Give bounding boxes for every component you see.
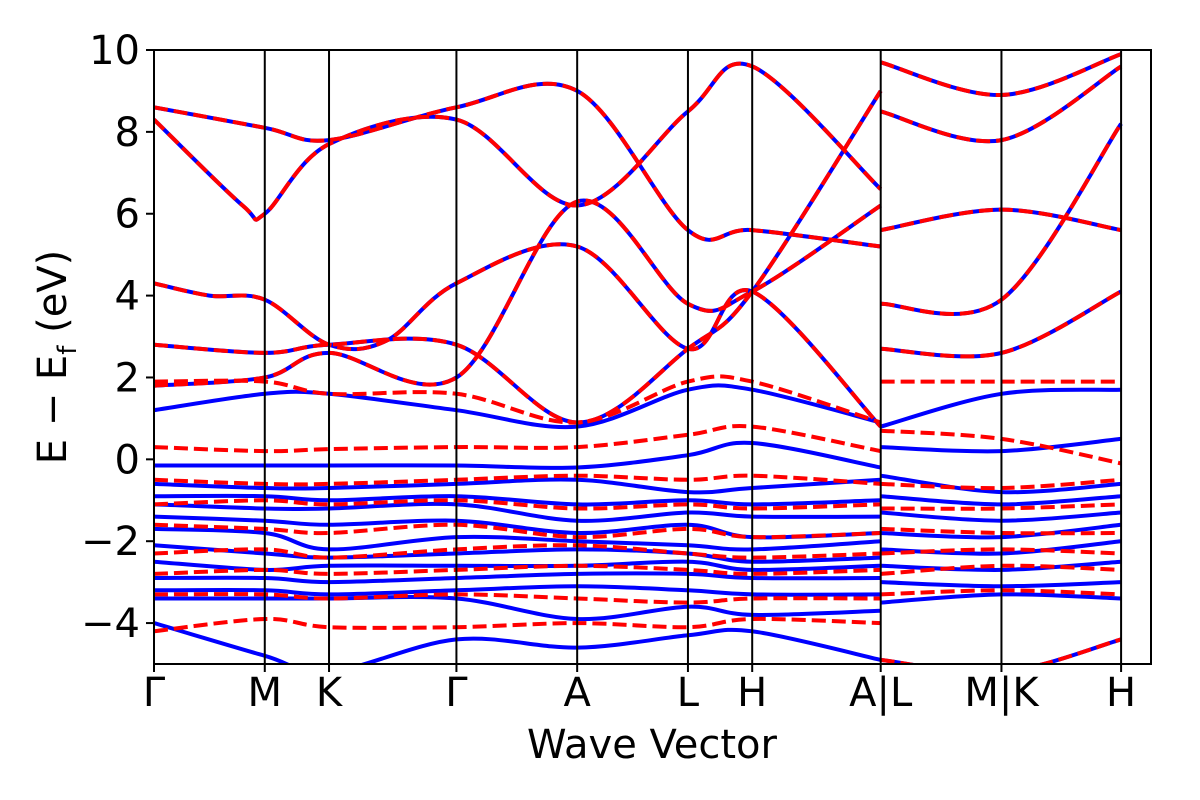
solid-band-2 bbox=[154, 477, 881, 495]
y-tick-label: 10 bbox=[89, 28, 140, 74]
x-axis: Γ M K Γ A L H A|L M|K H bbox=[143, 664, 1136, 716]
solid-band-4 bbox=[154, 501, 881, 523]
solid-band-28 bbox=[880, 637, 1122, 664]
plot-frame bbox=[153, 49, 1152, 665]
x-tick-label: M|K bbox=[964, 670, 1040, 716]
y-tick-label: 0 bbox=[115, 437, 140, 483]
dashed-band-7 bbox=[154, 592, 881, 605]
dashed-band-24 bbox=[880, 122, 1123, 316]
y-tick-label: 2 bbox=[115, 355, 140, 401]
x-axis-label: Wave Vector bbox=[527, 722, 778, 768]
solid-band-9 bbox=[154, 571, 881, 585]
y-tick-label: 6 bbox=[115, 192, 140, 238]
dashed-band-9 bbox=[154, 242, 883, 428]
dashed-band-8 bbox=[154, 616, 881, 634]
solid-band-14 bbox=[154, 89, 883, 425]
solid-band-12 bbox=[154, 621, 882, 664]
dashed-band-12 bbox=[154, 81, 881, 249]
y-axis-label-subscript: f bbox=[53, 345, 83, 355]
solid-band-17 bbox=[154, 198, 882, 388]
dashed-band-6 bbox=[154, 563, 881, 576]
x-tick-label: Γ bbox=[143, 670, 166, 716]
x-tick-label: L bbox=[677, 670, 700, 716]
dashed-band-13 bbox=[154, 198, 882, 388]
solid-band-11 bbox=[154, 594, 881, 622]
dashed-band-10 bbox=[154, 89, 883, 425]
dashed-band-1 bbox=[154, 424, 882, 454]
x-tick-label: A bbox=[563, 670, 591, 716]
y-axis: −4 −2 0 2 4 6 8 10 bbox=[81, 28, 154, 647]
y-axis-label-main: E − E bbox=[30, 355, 76, 465]
y-tick-label: −2 bbox=[81, 519, 140, 565]
dashed-band-2 bbox=[154, 473, 881, 487]
x-tick-label: K bbox=[316, 670, 344, 716]
x-tick-label: A|L bbox=[849, 670, 913, 716]
x-tick-label: H bbox=[1106, 670, 1136, 716]
x-tick-label: H bbox=[737, 670, 767, 716]
plot-area bbox=[153, 49, 1152, 665]
y-tick-label: 8 bbox=[115, 110, 140, 156]
y-axis-label: E − Ef (eV) bbox=[30, 250, 83, 465]
solid-band-13 bbox=[154, 242, 883, 428]
y-axis-label-unit: (eV) bbox=[30, 250, 76, 346]
dashed-band-5 bbox=[154, 543, 881, 560]
dashed-band-0 bbox=[154, 374, 882, 425]
dashed-band-11 bbox=[154, 61, 883, 222]
solid-band-0 bbox=[154, 383, 882, 430]
bands bbox=[154, 52, 1123, 664]
dashed-band-3 bbox=[154, 498, 881, 511]
y-tick-label: 4 bbox=[115, 274, 140, 320]
y-tick-label: −4 bbox=[81, 601, 140, 647]
x-tick-label: Γ bbox=[445, 670, 468, 716]
x-tick-label: M bbox=[248, 670, 283, 716]
